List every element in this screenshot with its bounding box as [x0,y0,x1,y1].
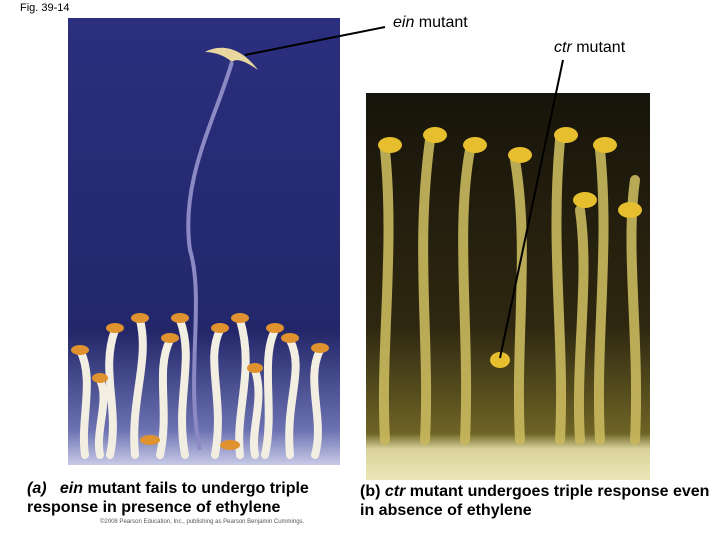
photo-ein [68,18,340,465]
caption-text: mutant fails to undergo triple response … [27,480,309,516]
label-italic: ctr [554,39,572,56]
copyright: ©2008 Pearson Education, Inc., publishin… [100,519,305,525]
caption-italic: ctr [384,483,406,500]
caption-a: (a) ein mutant fails to undergo triple r… [27,479,317,517]
label-text: mutant [571,39,626,56]
label-italic: ein [393,14,415,31]
label-ein: ein mutant [393,14,468,32]
caption-label: (a) [27,480,47,497]
caption-label: (b) [360,483,381,500]
photo-ctr [366,93,650,480]
label-text: mutant [414,14,468,31]
label-ctr: ctr mutant [554,39,625,57]
caption-text: mutant undergoes triple response even in… [360,483,710,519]
pointer-ein [244,26,386,56]
figure-number: Fig. 39-14 [20,2,70,14]
pointer-ctr [499,59,564,359]
caption-italic: ein [59,480,84,497]
caption-b: (b) ctr mutant undergoes triple response… [360,482,720,520]
